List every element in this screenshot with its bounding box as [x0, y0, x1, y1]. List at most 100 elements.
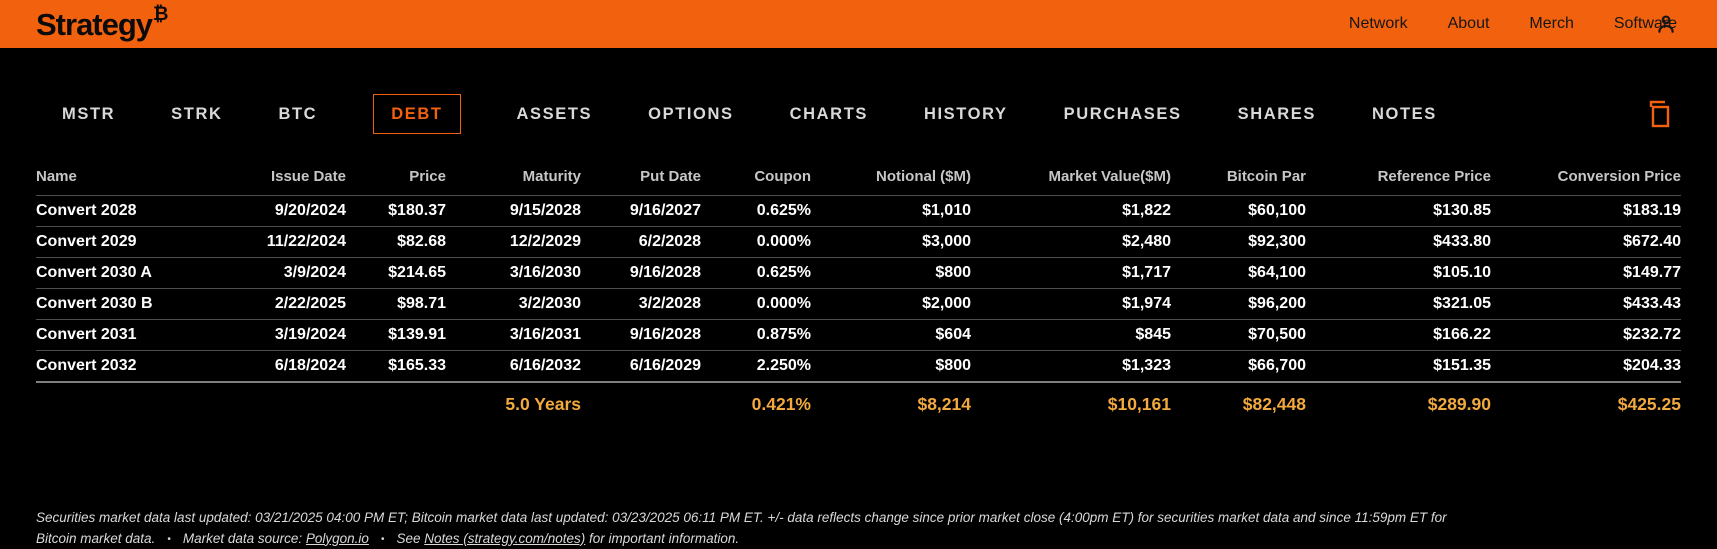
- tab-charts[interactable]: CHARTS: [789, 104, 868, 123]
- cell-conversion-price: $149.77: [1491, 257, 1681, 289]
- cell-reference-price: $433.80: [1306, 226, 1491, 258]
- table-row: Convert 2031 3/19/2024 $139.91 3/16/2031 9/1…: [36, 319, 1681, 351]
- nav-merch[interactable]: Merch: [1529, 15, 1574, 32]
- cell-conversion-price: $204.33: [1491, 350, 1681, 382]
- column-header-issue-date: Issue Date: [270, 168, 346, 185]
- tab-bar-items: MSTR STRK BTC DEBT ASSETS OPTIONS CHARTS HISTOR…: [62, 93, 1437, 135]
- top-bar: Strategy ₿ Network About Merch Software: [0, 0, 1717, 48]
- cell-maturity: 12/2/2029: [446, 226, 581, 258]
- disclaimer-paragraph: Securities market data last updated: 03/…: [36, 507, 1468, 549]
- tab-options[interactable]: OPTIONS: [648, 104, 734, 123]
- cell-bitcoin-par: $92,300: [1171, 226, 1306, 258]
- tab-purchases[interactable]: PURCHASES: [1063, 104, 1182, 123]
- cell-put-date: 9/16/2028: [581, 319, 701, 351]
- cell-put-date: 9/16/2028: [581, 257, 701, 289]
- cell-maturity: 3/2/2030: [446, 288, 581, 320]
- summary-empty-cell: [206, 380, 346, 421]
- debt-table-wrapper: Name Issue Date Price Maturity Put Date Coupo…: [36, 134, 1681, 421]
- cell-reference-price: $166.22: [1306, 319, 1491, 351]
- cell-bitcoin-par: $66,700: [1171, 350, 1306, 382]
- disclaimer-line1: Securities market data last updated: 03/…: [36, 509, 1451, 546]
- cell-coupon: 0.625%: [701, 257, 811, 289]
- column-header-notional: Notional ($M): [876, 168, 971, 185]
- nav-about[interactable]: About: [1447, 15, 1490, 32]
- cell-coupon: 0.625%: [701, 195, 811, 227]
- cell-reference-price: $321.05: [1306, 288, 1491, 320]
- summary-total-bitcoin-par: $82,448: [1171, 380, 1306, 421]
- cell-price: $82.68: [346, 226, 446, 258]
- cell-issue-date: 9/20/2024: [206, 195, 346, 227]
- tab-bar: MSTR STRK BTC DEBT ASSETS OPTIONS CHARTS HISTOR…: [62, 93, 1677, 135]
- bullet-separator: •: [380, 533, 385, 545]
- summary-avg-reference-price: $289.90: [1306, 380, 1491, 421]
- cell-maturity: 6/16/2032: [446, 350, 581, 382]
- summary-total-market-value: $10,161: [971, 380, 1171, 421]
- cell-price: $98.71: [346, 288, 446, 320]
- tab-notes[interactable]: NOTES: [1372, 104, 1437, 123]
- tab-debt[interactable]: DEBT: [373, 93, 461, 135]
- copy-icon[interactable]: [1646, 99, 1673, 130]
- nav-network[interactable]: Network: [1348, 15, 1408, 32]
- cell-name: Convert 2031: [36, 319, 206, 351]
- tab-mstr[interactable]: MSTR: [62, 104, 116, 123]
- cell-name: Convert 2030 B: [36, 288, 206, 320]
- summary-avg-conversion-price: $425.25: [1491, 380, 1681, 421]
- column-header-coupon: Coupon: [754, 168, 811, 185]
- summary-total-notional: $8,214: [811, 380, 971, 421]
- see-notes-label: See: [396, 530, 425, 546]
- column-header-put-date: Put Date: [640, 168, 701, 185]
- notes-link[interactable]: Notes (strategy.com/notes): [424, 530, 586, 546]
- tab-strk[interactable]: STRK: [171, 104, 223, 123]
- polygon-link[interactable]: Polygon.io: [305, 530, 369, 546]
- cell-reference-price: $105.10: [1306, 257, 1491, 289]
- tab-shares[interactable]: SHARES: [1237, 104, 1317, 123]
- cell-notional: $3,000: [811, 226, 971, 258]
- cell-market-value: $1,974: [971, 288, 1171, 320]
- column-header-price: Price: [409, 168, 446, 185]
- cell-maturity: 9/15/2028: [446, 195, 581, 227]
- cell-price: $165.33: [346, 350, 446, 382]
- summary-empty-cell: [346, 380, 446, 421]
- cell-name: Convert 2029: [36, 226, 206, 258]
- cell-notional: $1,010: [811, 195, 971, 227]
- cell-maturity: 3/16/2031: [446, 319, 581, 351]
- column-header-reference-price: Reference Price: [1377, 168, 1491, 185]
- cell-name: Convert 2030 A: [36, 257, 206, 289]
- cell-notional: $800: [811, 257, 971, 289]
- summary-empty-cell: [36, 380, 206, 421]
- summary-avg-coupon: 0.421%: [701, 380, 811, 421]
- cell-coupon: 0.000%: [701, 226, 811, 258]
- cell-market-value: $1,717: [971, 257, 1171, 289]
- cell-market-value: $845: [971, 319, 1171, 351]
- account-icon[interactable]: [1655, 13, 1677, 35]
- tab-assets[interactable]: ASSETS: [516, 104, 593, 123]
- cell-put-date: 9/16/2027: [581, 195, 701, 227]
- cell-name: Convert 2032: [36, 350, 206, 382]
- cell-conversion-price: $232.72: [1491, 319, 1681, 351]
- cell-coupon: 0.875%: [701, 319, 811, 351]
- cell-put-date: 6/16/2029: [581, 350, 701, 382]
- cell-reference-price: $151.35: [1306, 350, 1491, 382]
- cell-notional: $800: [811, 350, 971, 382]
- cell-price: $180.37: [346, 195, 446, 227]
- table-row: Convert 2028 9/20/2024 $180.37 9/15/2028 9/1…: [36, 195, 1681, 227]
- cell-issue-date: 3/9/2024: [206, 257, 346, 289]
- cell-bitcoin-par: $64,100: [1171, 257, 1306, 289]
- cell-bitcoin-par: $60,100: [1171, 195, 1306, 227]
- logo-text: Strategy: [36, 6, 153, 42]
- tab-history[interactable]: HISTORY: [923, 104, 1008, 123]
- cell-conversion-price: $183.19: [1491, 195, 1681, 227]
- disclaimer: Securities market data last updated: 03/…: [36, 465, 1468, 549]
- cell-coupon: 0.000%: [701, 288, 811, 320]
- table-row: Convert 2030 A 3/9/2024 $214.65 3/16/2030 9/…: [36, 257, 1681, 289]
- cell-bitcoin-par: $70,500: [1171, 319, 1306, 351]
- bullet-separator: •: [167, 533, 171, 545]
- tab-btc[interactable]: BTC: [278, 104, 318, 123]
- cell-coupon: 2.250%: [701, 350, 811, 382]
- debt-table-body: Convert 2028 9/20/2024 $180.37 9/15/2028 9/1…: [36, 195, 1681, 382]
- cell-maturity: 3/16/2030: [446, 257, 581, 289]
- column-header-name: Name: [36, 168, 77, 185]
- cell-price: $214.65: [346, 257, 446, 289]
- strategy-logo[interactable]: Strategy ₿: [36, 4, 169, 42]
